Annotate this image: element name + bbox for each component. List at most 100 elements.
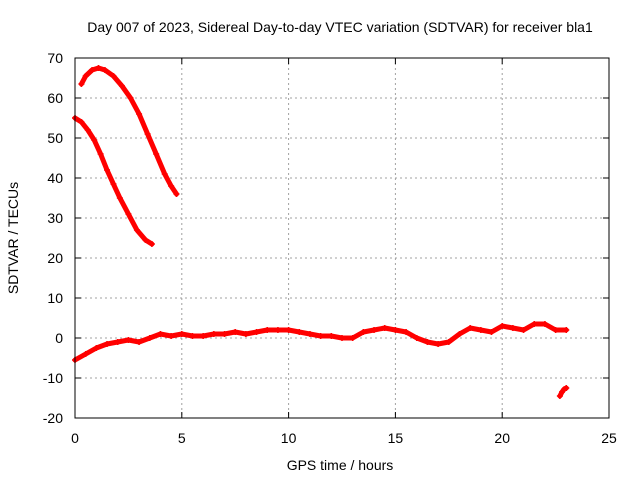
data-point xyxy=(104,341,111,347)
data-point xyxy=(125,211,132,217)
data-point xyxy=(148,241,155,247)
data-point xyxy=(210,331,217,337)
data-point xyxy=(84,127,91,133)
data-point xyxy=(456,331,463,337)
data-point xyxy=(178,331,185,337)
data-point xyxy=(110,181,117,187)
data-point xyxy=(97,151,104,157)
data-point xyxy=(91,137,98,143)
x-tick-label: 10 xyxy=(281,430,297,446)
series-line xyxy=(72,115,155,247)
data-point xyxy=(168,333,175,339)
data-point xyxy=(93,345,100,351)
series-baseline xyxy=(72,321,570,363)
data-point xyxy=(82,351,89,357)
x-tick-label: 0 xyxy=(71,430,79,446)
data-point xyxy=(296,329,303,335)
data-point xyxy=(563,385,570,391)
data-point xyxy=(360,329,367,335)
data-point xyxy=(82,73,89,79)
data-point xyxy=(339,335,345,341)
data-point xyxy=(136,339,143,345)
data-point xyxy=(144,131,151,137)
data-point xyxy=(110,73,117,79)
data-point xyxy=(424,339,431,345)
x-axis-label: GPS time / hours xyxy=(287,457,394,473)
y-tick-label: 30 xyxy=(47,210,63,226)
data-point xyxy=(552,327,559,333)
data-point xyxy=(127,95,134,101)
data-point xyxy=(381,325,388,331)
data-point xyxy=(413,335,420,341)
series-layer xyxy=(72,65,570,399)
data-point xyxy=(78,119,85,125)
y-tick-label: 60 xyxy=(47,90,63,106)
data-point xyxy=(173,191,180,197)
data-point xyxy=(488,329,495,335)
data-point xyxy=(349,335,356,341)
x-tick-label: 15 xyxy=(388,430,404,446)
data-point xyxy=(189,333,196,339)
data-point xyxy=(253,329,260,335)
series-late-dip xyxy=(556,385,570,399)
data-point xyxy=(157,331,164,337)
y-tick-label: 10 xyxy=(47,290,63,306)
y-tick-label: 40 xyxy=(47,170,63,186)
axis-ticks: -20 -10 0 10 20 30 40 50 60 70 0 5 10 15 20 25 xyxy=(43,50,617,446)
series-line xyxy=(72,321,569,363)
data-point xyxy=(445,339,452,345)
y-axis-label: SDTVAR / TECUs xyxy=(5,182,21,294)
data-point xyxy=(104,167,111,173)
data-point xyxy=(371,327,378,333)
y-tick-label: -10 xyxy=(43,370,63,386)
data-point xyxy=(78,81,85,87)
data-point xyxy=(116,195,123,201)
data-point xyxy=(101,67,108,73)
series-line xyxy=(78,65,179,197)
x-tick-label: 20 xyxy=(494,430,510,446)
series-arc-middle xyxy=(72,115,155,247)
data-point xyxy=(317,333,324,339)
data-point xyxy=(89,67,96,73)
grid xyxy=(75,58,609,418)
data-point xyxy=(467,325,474,331)
data-point xyxy=(136,111,143,117)
data-point xyxy=(221,331,228,337)
y-tick-label: 0 xyxy=(55,330,63,346)
data-point xyxy=(242,331,249,337)
data-point xyxy=(403,329,410,335)
data-point xyxy=(146,335,153,341)
data-point xyxy=(477,327,484,333)
y-tick-label: 20 xyxy=(47,250,63,266)
data-point xyxy=(142,237,149,243)
data-point xyxy=(541,321,548,327)
y-tick-label: 50 xyxy=(47,130,63,146)
data-point xyxy=(133,227,140,233)
data-point xyxy=(435,341,442,347)
data-point xyxy=(306,331,313,337)
data-point xyxy=(563,327,570,333)
y-tick-label: 70 xyxy=(47,50,63,66)
data-point xyxy=(161,171,168,177)
data-point xyxy=(153,151,160,157)
data-point xyxy=(509,325,516,331)
data-point xyxy=(168,183,175,189)
data-point xyxy=(95,65,102,71)
data-point xyxy=(392,327,399,333)
data-point xyxy=(285,327,292,333)
data-point xyxy=(531,321,538,327)
data-point xyxy=(499,323,506,329)
data-point xyxy=(328,333,335,339)
data-point xyxy=(274,327,281,333)
data-point xyxy=(125,337,132,343)
x-tick-label: 25 xyxy=(601,430,617,446)
plot-frame xyxy=(74,57,610,419)
series-arc-upper xyxy=(78,65,180,197)
x-tick-label: 5 xyxy=(178,430,186,446)
data-point xyxy=(232,329,239,335)
y-tick-label: -20 xyxy=(43,410,63,426)
data-point xyxy=(118,83,125,89)
data-point xyxy=(520,327,527,333)
data-point xyxy=(114,339,121,345)
